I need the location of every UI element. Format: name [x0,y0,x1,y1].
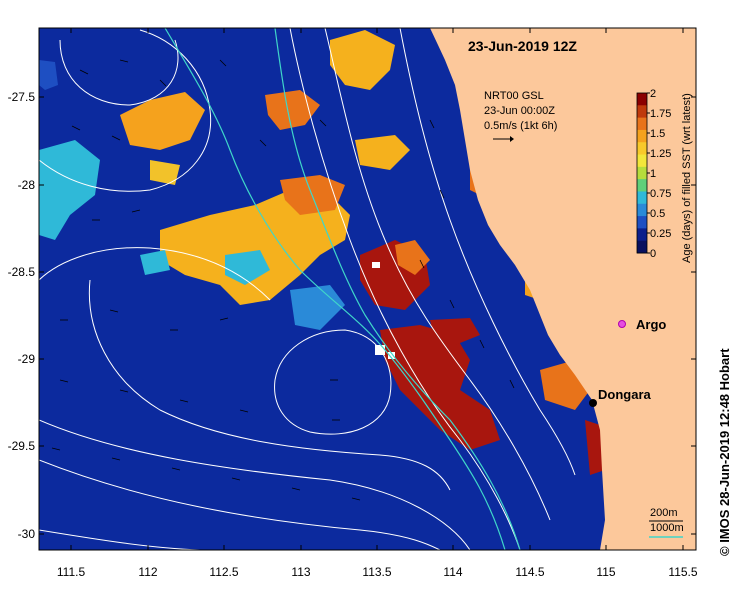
colorbar-swatch [637,142,647,156]
y-tick-label: -27.5 [8,90,36,104]
colorbar: 2 1.75 1.5 1.25 1 0.75 0.5 0.25 0 [636,88,671,260]
x-axis: 111.5 112 112.5 113 113.5 114 114.5 115 115.5 [57,28,698,579]
bathy-200-label: 200m [650,507,678,519]
colorbar-tick-label: 2 [650,88,656,100]
x-tick-label: 114.5 [515,565,544,579]
colorbar-tick-label: 0.25 [650,228,671,240]
colorbar-tick-label: 1.25 [650,148,671,160]
y-tick-label: -28.5 [8,265,36,279]
dongara-label: Dongara [598,387,652,402]
x-tick-label: 111.5 [57,565,86,579]
y-axis: -27.5 -28 -28.5 -29 -29.5 -30 [8,90,696,541]
colorbar-swatch [637,191,647,205]
y-tick-label: -29.5 [8,439,36,453]
bathymetry-legend: 200m 1000m [649,507,684,538]
colorbar-swatch [637,216,647,229]
bathy-1000-label: 1000m [650,522,684,534]
bathymetry-lines [164,28,521,550]
x-tick-label: 113 [291,565,310,579]
current-time: 23-Jun 00:00Z [484,105,555,117]
map-date-title: 23-Jun-2019 12Z [468,38,577,54]
argo-label: Argo [636,317,666,332]
colorbar-swatch [637,129,647,143]
dongara-marker: Dongara [589,387,652,407]
x-tick-label: 112 [138,565,157,579]
land-mass [430,28,696,550]
colorbar-tick-label: 0.75 [650,188,671,200]
credit-text: © IMOS 28-Jun-2019 12:48 Hobart [717,348,732,556]
current-scale: 0.5m/s (1kt 6h) [484,120,557,132]
current-scale-arrow-icon [493,136,514,142]
colorbar-swatch [637,179,647,192]
colorbar-tick-label: 1.75 [650,108,671,120]
current-source: NRT00 GSL [484,90,544,102]
colorbar-swatch [637,117,647,131]
y-tick-label: -28 [18,178,36,192]
colorbar-swatch [637,93,647,106]
current-info-box: NRT00 GSL 23-Jun 00:00Z 0.5m/s (1kt 6h) [484,90,557,142]
colorbar-swatch [637,154,647,168]
map-plot-area: 23-Jun-2019 12Z NRT00 GSL 23-Jun 00:00Z … [39,28,696,550]
colorbar-tick-label: 1 [650,168,656,180]
argo-marker: Argo [618,317,666,332]
sst-age-patches [39,30,605,475]
current-vectors [51,59,515,501]
y-tick-label: -30 [18,527,36,541]
colorbar-swatch [637,203,647,217]
x-tick-label: 112.5 [209,565,238,579]
y-tick-label: -29 [18,352,36,366]
x-tick-label: 113.5 [362,565,391,579]
colorbar-swatch [637,240,647,254]
ssh-contours [39,28,576,550]
x-tick-label: 114 [443,565,462,579]
colorbar-swatch [637,166,647,180]
x-tick-label: 115 [596,565,615,579]
map-frame [38,27,697,551]
colorbar-swatch [637,228,647,242]
colorbar-tick-label: 0 [650,248,656,260]
colorbar-swatch [637,105,647,119]
x-tick-label: 115.5 [668,565,697,579]
colorbar-tick-label: 0.5 [650,208,665,220]
colorbar-label: Age (days) of filled SST (wrt latest) [681,93,693,263]
colorbar-tick-label: 1.5 [650,128,665,140]
